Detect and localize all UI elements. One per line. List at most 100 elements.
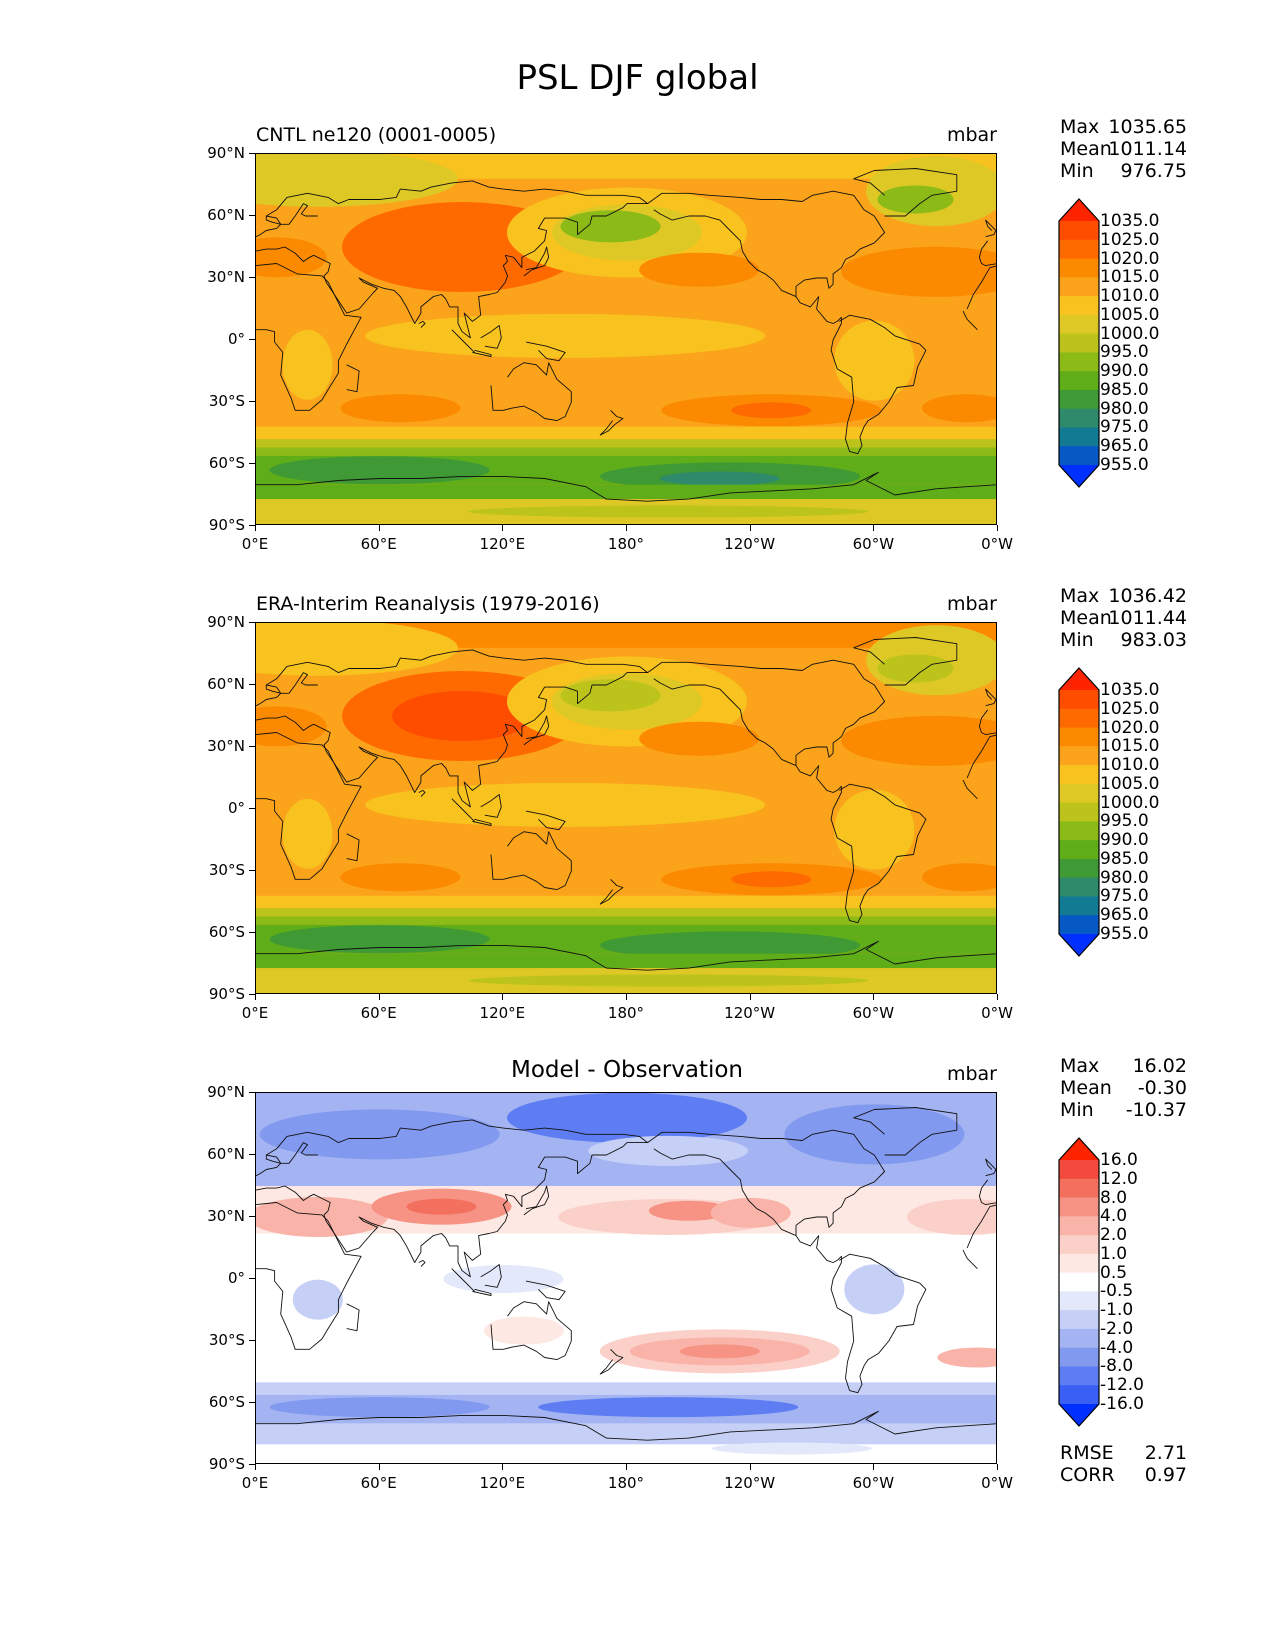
x-tick-label: 120°E — [479, 535, 526, 553]
colorbar-tick-label: 1005.0 — [1100, 304, 1160, 325]
x-tick-label: 120°W — [724, 535, 776, 553]
contour-region — [560, 210, 661, 243]
x-tick-label: 120°W — [724, 1004, 776, 1022]
colorbar-bin — [1059, 389, 1099, 410]
colorbar-bin — [1059, 858, 1099, 879]
coastline — [256, 940, 996, 971]
coastline — [472, 349, 492, 357]
x-tick-label: 60°E — [360, 1474, 397, 1492]
colorbar-tick-label: 980.0 — [1100, 867, 1149, 888]
contour-region — [937, 1347, 996, 1368]
coastline — [490, 831, 572, 891]
map-plot[interactable] — [255, 1092, 997, 1464]
colorbar-tick-label: 965.0 — [1100, 436, 1149, 457]
colorbar-tick-label: 1000.0 — [1100, 792, 1160, 813]
contour-region — [588, 1135, 749, 1166]
coastline — [490, 1301, 572, 1361]
contour-band — [256, 426, 996, 440]
coastline — [525, 810, 566, 831]
x-tick-mark — [502, 994, 504, 1000]
contour-band — [256, 484, 996, 500]
x-tick-label: 120°W — [724, 1474, 776, 1492]
coastline — [490, 362, 572, 422]
x-tick-mark — [502, 1464, 504, 1470]
contour-region — [560, 679, 661, 712]
units-label: mbar — [946, 593, 997, 615]
colorbar-bin — [1059, 277, 1099, 297]
coastline — [451, 329, 475, 353]
contour-band — [256, 908, 996, 917]
coastline — [653, 678, 797, 767]
colorbar-bin — [1059, 258, 1099, 278]
x-tick-label: 60°E — [360, 535, 397, 553]
contour-band — [256, 439, 996, 448]
map-plot[interactable] — [255, 622, 997, 994]
contour-region — [340, 863, 461, 892]
coastline — [653, 1148, 797, 1237]
coastline — [472, 1288, 492, 1296]
x-tick-label: 180° — [607, 1004, 645, 1022]
coastline — [418, 1259, 426, 1267]
x-tick-label: 0°W — [981, 1474, 1013, 1492]
colorbar-bin — [1059, 1272, 1099, 1292]
colorbar-bin — [1059, 915, 1099, 935]
coastline — [418, 789, 426, 797]
coastline — [599, 409, 624, 436]
colorbar-extend-top — [1059, 199, 1099, 221]
contour-region — [365, 313, 766, 358]
stat-min-label: Min — [1060, 629, 1094, 651]
y-tick-mark — [249, 622, 255, 623]
coastline — [978, 240, 996, 267]
colorbar-tick-label: 12.0 — [1100, 1168, 1138, 1189]
y-tick-mark — [249, 339, 255, 340]
contour-region — [922, 863, 996, 892]
x-tick-mark — [502, 525, 504, 531]
y-tick-mark — [249, 1216, 255, 1217]
coastline — [962, 310, 978, 331]
panel-control: CNTL ne120 (0001-0005) mbar Max 1035.65 … — [0, 0, 1275, 553]
coastline — [985, 219, 996, 238]
colorbar-bin — [1059, 727, 1099, 747]
units-label: mbar — [946, 124, 997, 146]
colorbar-tick-label: 1025.0 — [1100, 229, 1160, 250]
colorbar-tick-label: 4.0 — [1100, 1206, 1128, 1227]
x-tick-label: 0°E — [241, 1004, 269, 1022]
contour-region — [922, 394, 996, 423]
coastline — [853, 1107, 958, 1156]
stat-max-label: Max — [1060, 116, 1100, 138]
x-tick-mark — [749, 525, 751, 531]
map-plot[interactable] — [255, 153, 997, 525]
colorbar-bin — [1059, 1328, 1099, 1349]
coastline — [647, 659, 927, 924]
coastline — [346, 364, 360, 393]
x-tick-mark — [378, 994, 380, 1000]
figure-title: PSL DJF global — [516, 58, 759, 98]
coastline — [599, 878, 624, 905]
contour-region — [907, 1199, 996, 1235]
stat-mean-value: 1011.14 — [1108, 138, 1187, 160]
y-tick-mark — [249, 401, 255, 402]
coastline — [853, 637, 958, 686]
stat-mean-label: Mean — [1060, 138, 1112, 160]
colorbar-extend-bottom — [1059, 934, 1099, 956]
coastline — [256, 263, 362, 411]
contour-region — [483, 1316, 564, 1345]
colorbar-bin — [1059, 427, 1099, 447]
colorbar-tick-label: 975.0 — [1100, 417, 1149, 438]
contour-region — [468, 974, 869, 987]
y-tick-label: 90°N — [207, 613, 245, 631]
colorbar-tick-label: 1035.0 — [1100, 680, 1160, 700]
colorbar-tick-label: 1005.0 — [1100, 773, 1160, 794]
colorbar-tick-label: 995.0 — [1100, 342, 1149, 363]
y-tick-label: 30°N — [207, 737, 245, 755]
coastline — [451, 1268, 475, 1292]
coastline — [523, 246, 550, 277]
y-tick-label: 90°N — [207, 144, 245, 162]
corr-value: 0.97 — [1144, 1464, 1187, 1486]
coastline — [966, 265, 996, 310]
colorbar-extend-bottom — [1059, 465, 1099, 487]
colorbar-bin — [1059, 1235, 1099, 1255]
coastlines — [256, 637, 996, 971]
y-tick-label: 90°S — [208, 1455, 245, 1473]
contour-region — [711, 1442, 872, 1455]
